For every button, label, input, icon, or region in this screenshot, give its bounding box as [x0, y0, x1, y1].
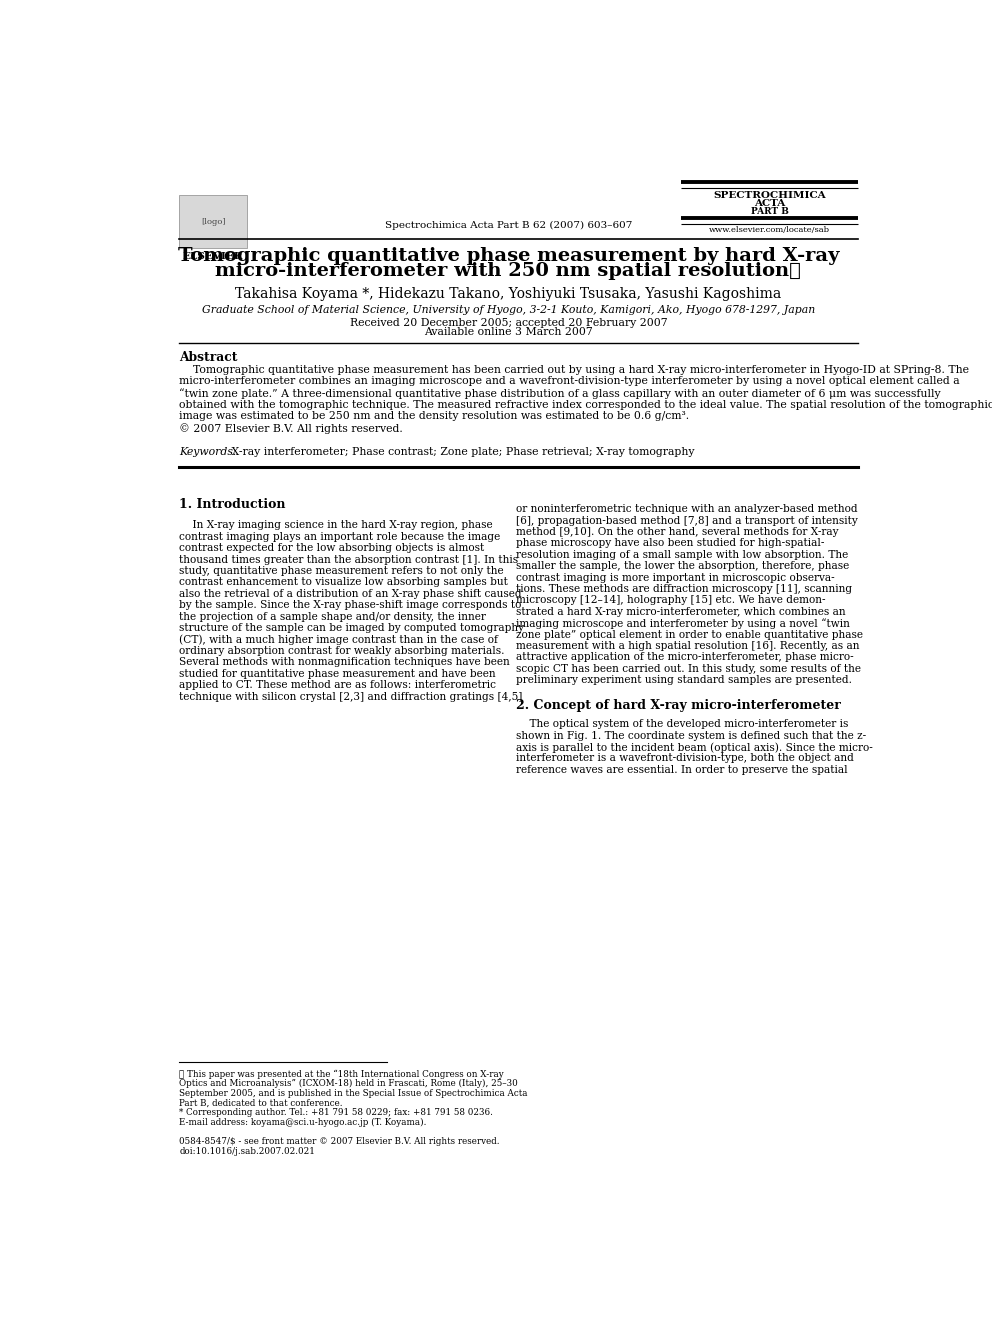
Text: or noninterferometric technique with an analyzer-based method: or noninterferometric technique with an …: [516, 504, 858, 515]
Text: applied to CT. These method are as follows: interferometric: applied to CT. These method are as follo…: [180, 680, 496, 691]
Text: imaging microscope and interferometer by using a novel “twin: imaging microscope and interferometer by…: [516, 618, 850, 628]
Text: X-ray interferometer; Phase contrast; Zone plate; Phase retrieval; X-ray tomogra: X-ray interferometer; Phase contrast; Zo…: [228, 447, 694, 456]
Text: ordinary absorption contrast for weakly absorbing materials.: ordinary absorption contrast for weakly …: [180, 646, 505, 656]
Text: Tomographic quantitative phase measurement by hard X-ray: Tomographic quantitative phase measureme…: [178, 246, 839, 265]
Text: doi:10.1016/j.sab.2007.02.021: doi:10.1016/j.sab.2007.02.021: [180, 1147, 315, 1156]
Text: measurement with a high spatial resolution [16]. Recently, as an: measurement with a high spatial resoluti…: [516, 642, 860, 651]
Text: (CT), with a much higher image contrast than in the case of: (CT), with a much higher image contrast …: [180, 635, 498, 646]
Text: the projection of a sample shape and/or density, the inner: the projection of a sample shape and/or …: [180, 611, 486, 622]
Text: Several methods with nonmagnification techniques have been: Several methods with nonmagnification te…: [180, 658, 510, 667]
Text: technique with silicon crystal [2,3] and diffraction gratings [4,5]: technique with silicon crystal [2,3] and…: [180, 692, 523, 701]
Text: contrast enhancement to visualize low absorbing samples but: contrast enhancement to visualize low ab…: [180, 577, 508, 587]
Text: obtained with the tomographic technique. The measured refractive index correspon: obtained with the tomographic technique.…: [180, 400, 992, 410]
Text: ☆ This paper was presented at the “18th International Congress on X-ray: ☆ This paper was presented at the “18th …: [180, 1069, 504, 1078]
Text: Received 20 December 2005; accepted 20 February 2007: Received 20 December 2005; accepted 20 F…: [349, 318, 668, 328]
Text: resolution imaging of a small sample with low absorption. The: resolution imaging of a small sample wit…: [516, 550, 848, 560]
Text: interferometer is a wavefront-division-type, both the object and: interferometer is a wavefront-division-t…: [516, 754, 854, 763]
Text: 1. Introduction: 1. Introduction: [180, 497, 286, 511]
Text: [logo]: [logo]: [200, 218, 225, 226]
Text: shown in Fig. 1. The coordinate system is defined such that the z-: shown in Fig. 1. The coordinate system i…: [516, 730, 866, 741]
Text: SPECTROCHIMICA: SPECTROCHIMICA: [713, 191, 826, 200]
Text: scopic CT has been carried out. In this study, some results of the: scopic CT has been carried out. In this …: [516, 664, 861, 673]
Text: The optical system of the developed micro-interferometer is: The optical system of the developed micr…: [516, 720, 848, 729]
Text: Spectrochimica Acta Part B 62 (2007) 603–607: Spectrochimica Acta Part B 62 (2007) 603…: [385, 221, 632, 229]
Text: preliminary experiment using standard samples are presented.: preliminary experiment using standard sa…: [516, 675, 852, 685]
Text: reference waves are essential. In order to preserve the spatial: reference waves are essential. In order …: [516, 765, 848, 775]
Text: [6], propagation-based method [7,8] and a transport of intensity: [6], propagation-based method [7,8] and …: [516, 516, 858, 525]
Text: method [9,10]. On the other hand, several methods for X-ray: method [9,10]. On the other hand, severa…: [516, 527, 838, 537]
Text: Abstract: Abstract: [180, 352, 238, 364]
Text: Keywords:: Keywords:: [180, 447, 237, 456]
Text: contrast imaging plays an important role because the image: contrast imaging plays an important role…: [180, 532, 501, 542]
Text: Takahisa Koyama *, Hidekazu Takano, Yoshiyuki Tsusaka, Yasushi Kagoshima: Takahisa Koyama *, Hidekazu Takano, Yosh…: [235, 287, 782, 302]
Text: Graduate School of Material Science, University of Hyogo, 3-2-1 Kouto, Kamigori,: Graduate School of Material Science, Uni…: [201, 304, 815, 315]
Text: structure of the sample can be imaged by computed tomography: structure of the sample can be imaged by…: [180, 623, 525, 634]
Text: Tomographic quantitative phase measurement has been carried out by using a hard : Tomographic quantitative phase measureme…: [180, 365, 969, 374]
Text: tions. These methods are diffraction microscopy [11], scanning: tions. These methods are diffraction mic…: [516, 583, 852, 594]
Text: contrast expected for the low absorbing objects is almost: contrast expected for the low absorbing …: [180, 544, 485, 553]
Text: In X-ray imaging science in the hard X-ray region, phase: In X-ray imaging science in the hard X-r…: [180, 520, 493, 531]
Text: www.elsevier.com/locate/sab: www.elsevier.com/locate/sab: [709, 226, 830, 234]
Text: © 2007 Elsevier B.V. All rights reserved.: © 2007 Elsevier B.V. All rights reserved…: [180, 423, 403, 434]
Text: attractive application of the micro-interferometer, phase micro-: attractive application of the micro-inte…: [516, 652, 854, 663]
Text: microscopy [12–14], holography [15] etc. We have demon-: microscopy [12–14], holography [15] etc.…: [516, 595, 825, 606]
Text: studied for quantitative phase measurement and have been: studied for quantitative phase measureme…: [180, 668, 496, 679]
Text: micro-interferometer combines an imaging microscope and a wavefront-division-typ: micro-interferometer combines an imaging…: [180, 376, 960, 386]
Text: PART B: PART B: [751, 208, 789, 216]
Text: Available online 3 March 2007: Available online 3 March 2007: [424, 327, 593, 337]
Text: strated a hard X-ray micro-interferometer, which combines an: strated a hard X-ray micro-interferomete…: [516, 607, 846, 617]
Text: thousand times greater than the absorption contrast [1]. In this: thousand times greater than the absorpti…: [180, 554, 519, 565]
Text: 2. Concept of hard X-ray micro-interferometer: 2. Concept of hard X-ray micro-interfero…: [516, 699, 841, 712]
Text: zone plate” optical element in order to enable quantitative phase: zone plate” optical element in order to …: [516, 630, 863, 639]
Text: 0584-8547/$ - see front matter © 2007 Elsevier B.V. All rights reserved.: 0584-8547/$ - see front matter © 2007 El…: [180, 1138, 500, 1146]
Text: image was estimated to be 250 nm and the density resolution was estimated to be : image was estimated to be 250 nm and the…: [180, 411, 689, 422]
Text: axis is parallel to the incident beam (optical axis). Since the micro-: axis is parallel to the incident beam (o…: [516, 742, 873, 753]
Text: also the retrieval of a distribution of an X-ray phase shift caused: also the retrieval of a distribution of …: [180, 589, 522, 599]
Text: by the sample. Since the X-ray phase-shift image corresponds to: by the sample. Since the X-ray phase-shi…: [180, 601, 522, 610]
Text: contrast imaging is more important in microscopic observa-: contrast imaging is more important in mi…: [516, 573, 834, 582]
Text: “twin zone plate.” A three-dimensional quantitative phase distribution of a glas: “twin zone plate.” A three-dimensional q…: [180, 388, 941, 398]
Text: * Corresponding author. Tel.: +81 791 58 0229; fax: +81 791 58 0236.: * Corresponding author. Tel.: +81 791 58…: [180, 1109, 493, 1117]
Text: E-mail address: koyama@sci.u-hyogo.ac.jp (T. Koyama).: E-mail address: koyama@sci.u-hyogo.ac.jp…: [180, 1118, 427, 1127]
Text: ACTA: ACTA: [754, 198, 786, 208]
Text: Optics and Microanalysis” (ICXOM-18) held in Frascati, Rome (Italy), 25–30: Optics and Microanalysis” (ICXOM-18) hel…: [180, 1080, 518, 1089]
Bar: [180, 196, 247, 249]
Text: study, quantitative phase measurement refers to not only the: study, quantitative phase measurement re…: [180, 566, 504, 576]
Text: ELSEVIER: ELSEVIER: [183, 253, 243, 262]
Text: Part B, dedicated to that conference.: Part B, dedicated to that conference.: [180, 1098, 343, 1107]
Text: smaller the sample, the lower the absorption, therefore, phase: smaller the sample, the lower the absorp…: [516, 561, 849, 572]
Text: September 2005, and is published in the Special Issue of Spectrochimica Acta: September 2005, and is published in the …: [180, 1089, 528, 1098]
Text: phase microscopy have also been studied for high-spatial-: phase microscopy have also been studied …: [516, 538, 824, 548]
Text: micro-interferometer with 250 nm spatial resolution☆: micro-interferometer with 250 nm spatial…: [215, 262, 802, 280]
